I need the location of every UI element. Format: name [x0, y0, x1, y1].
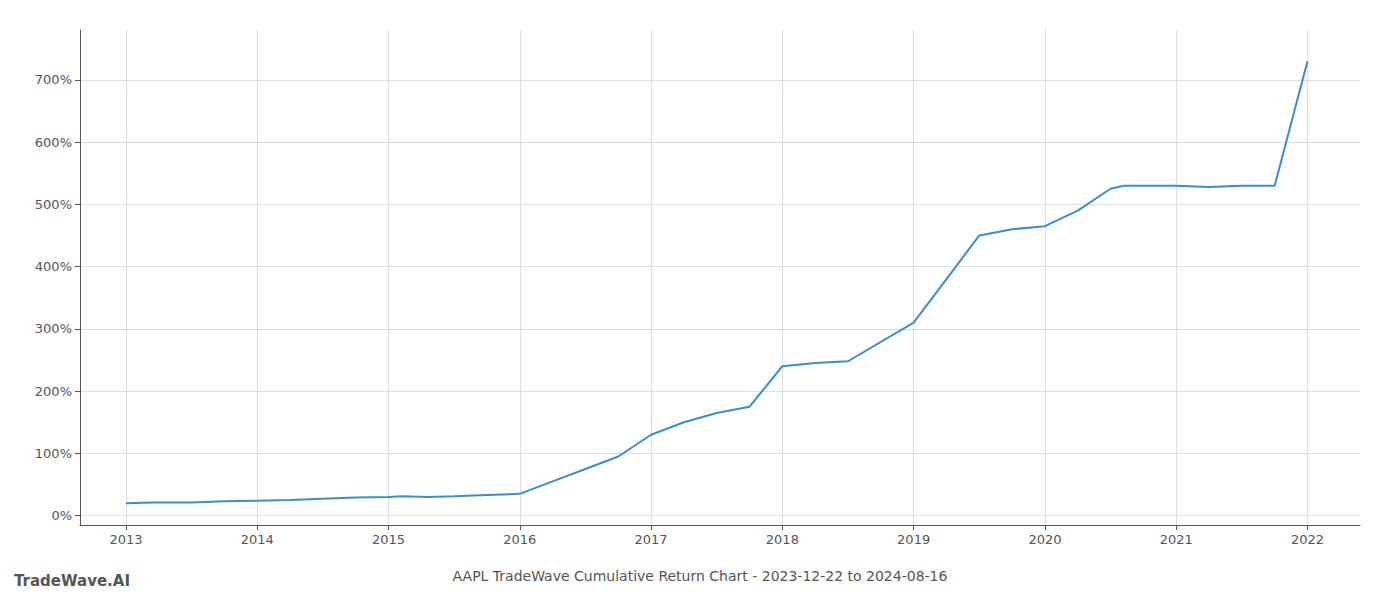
svg-text:200%: 200%: [35, 384, 72, 399]
svg-text:2019: 2019: [897, 532, 930, 547]
svg-text:700%: 700%: [35, 72, 72, 87]
svg-text:0%: 0%: [51, 508, 72, 523]
svg-text:600%: 600%: [35, 135, 72, 150]
svg-text:2021: 2021: [1160, 532, 1193, 547]
svg-text:2016: 2016: [503, 532, 536, 547]
svg-text:2014: 2014: [241, 532, 274, 547]
svg-text:2022: 2022: [1291, 532, 1324, 547]
svg-text:100%: 100%: [35, 446, 72, 461]
svg-text:2020: 2020: [1028, 532, 1061, 547]
svg-text:2017: 2017: [635, 532, 668, 547]
svg-text:300%: 300%: [35, 321, 72, 336]
svg-text:2013: 2013: [109, 532, 142, 547]
svg-text:2015: 2015: [372, 532, 405, 547]
svg-text:AAPL TradeWave Cumulative Retu: AAPL TradeWave Cumulative Return Chart -…: [453, 568, 948, 584]
svg-text:500%: 500%: [35, 197, 72, 212]
svg-text:400%: 400%: [35, 259, 72, 274]
svg-text:TradeWave.AI: TradeWave.AI: [14, 572, 130, 590]
svg-text:2018: 2018: [766, 532, 799, 547]
